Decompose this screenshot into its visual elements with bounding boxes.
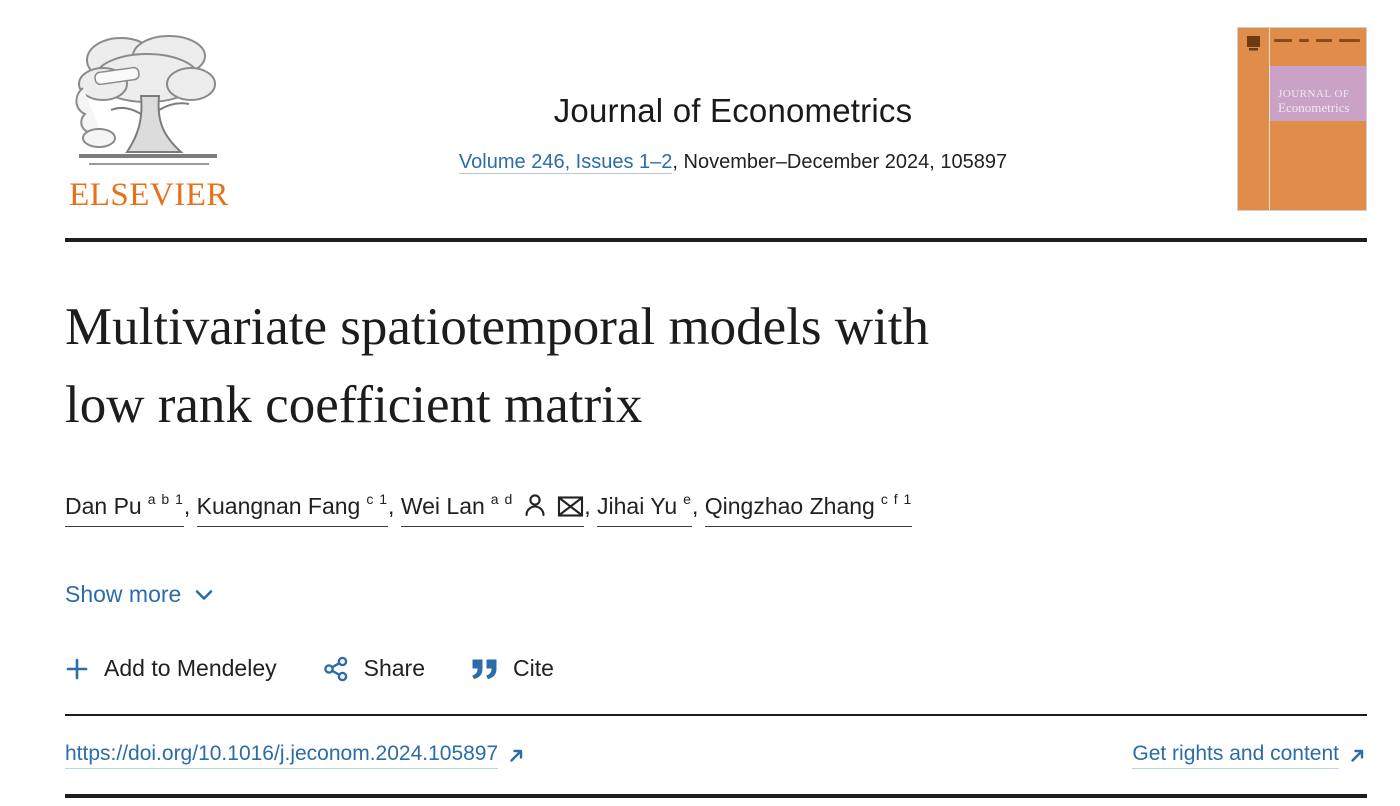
cover-issue-info bbox=[1274, 39, 1361, 42]
author-link[interactable]: Dan Pu a b 1 bbox=[65, 491, 184, 527]
get-rights-link[interactable]: Get rights and content bbox=[1132, 742, 1367, 769]
author-link[interactable]: Jihai Yu e bbox=[597, 491, 692, 527]
doi-link[interactable]: https://doi.org/10.1016/j.jeconom.2024.1… bbox=[65, 742, 526, 769]
cover-divider-line bbox=[1269, 28, 1270, 210]
author-name: Qingzhao Zhang bbox=[704, 493, 875, 519]
author-affiliation-sup: c 1 bbox=[366, 491, 389, 507]
show-more-label: Show more bbox=[65, 581, 182, 607]
authors-row: Dan Pu a b 1, Kuangnan Fang c 1, Wei Lan a … bbox=[65, 491, 913, 527]
elsevier-tree-icon bbox=[75, 35, 217, 165]
cite-quote-icon bbox=[472, 659, 497, 679]
author-affiliation-sup: e bbox=[683, 491, 692, 507]
cite-button[interactable]: Cite bbox=[471, 655, 554, 682]
author-link[interactable]: Qingzhao Zhang c f 1 bbox=[704, 491, 913, 527]
footer-top-rule bbox=[65, 714, 1367, 716]
add-to-mendeley-button[interactable]: Add to Mendeley bbox=[65, 655, 277, 682]
issue-suffix-text: , November–December 2024, 105897 bbox=[672, 151, 1008, 173]
author-name: Dan Pu bbox=[65, 493, 142, 519]
journal-issue-line: Volume 246, Issues 1–2, November–Decembe… bbox=[458, 151, 1008, 174]
author-affiliation-sup: c f 1 bbox=[880, 491, 913, 507]
author-link[interactable]: Kuangnan Fang c 1 bbox=[196, 491, 389, 527]
doi-link-text: https://doi.org/10.1016/j.jeconom.2024.1… bbox=[65, 742, 499, 769]
author-affiliation-sup: a b 1 bbox=[147, 491, 184, 507]
author-affiliation-sup: a d bbox=[490, 491, 514, 507]
article-title: Multivariate spatiotemporal models with … bbox=[65, 298, 930, 434]
author-separator: , bbox=[691, 493, 705, 519]
top-divider-rule bbox=[65, 238, 1367, 242]
email-author-icon[interactable] bbox=[557, 495, 584, 518]
elsevier-logo[interactable]: ELSEVIER bbox=[65, 26, 233, 214]
footer-links-row: https://doi.org/10.1016/j.jeconom.2024.1… bbox=[65, 742, 1367, 769]
journal-cover-thumbnail[interactable]: JOURNAL OF Econometrics bbox=[1237, 27, 1367, 211]
external-link-icon bbox=[510, 749, 523, 762]
author-name: Kuangnan Fang bbox=[196, 493, 361, 519]
author-name: Jihai Yu bbox=[597, 493, 678, 519]
cite-label: Cite bbox=[513, 655, 554, 681]
chevron-down-icon bbox=[196, 589, 213, 600]
share-icon bbox=[323, 656, 347, 681]
share-button[interactable]: Share bbox=[323, 655, 425, 682]
add-to-mendeley-label: Add to Mendeley bbox=[104, 655, 277, 681]
share-label: Share bbox=[363, 655, 425, 681]
elsevier-wordmark: ELSEVIER bbox=[69, 177, 229, 213]
author-separator: , bbox=[388, 493, 401, 519]
article-actions: Add to Mendeley Share Cite bbox=[65, 655, 554, 682]
cover-publisher-mark-icon bbox=[1247, 36, 1260, 51]
plus-icon bbox=[66, 658, 88, 679]
volume-issue-link[interactable]: Volume 246, Issues 1–2 bbox=[458, 151, 673, 174]
cover-masthead-line1: JOURNAL OF bbox=[1278, 88, 1350, 100]
journal-header: Journal of Econometrics Volume 246, Issu… bbox=[458, 92, 1008, 174]
author-separator: , bbox=[183, 493, 197, 519]
footer-bottom-rule bbox=[65, 794, 1367, 798]
author-profile-icon[interactable] bbox=[522, 492, 548, 518]
cover-masthead: JOURNAL OF Econometrics bbox=[1270, 66, 1366, 121]
journal-title: Journal of Econometrics bbox=[553, 92, 913, 129]
external-link-icon bbox=[1351, 749, 1364, 762]
author-name: Wei Lan bbox=[400, 493, 485, 519]
cover-masthead-line2: Econometrics bbox=[1278, 100, 1350, 115]
get-rights-text: Get rights and content bbox=[1132, 742, 1339, 769]
author-separator: , bbox=[584, 493, 598, 519]
author-link[interactable]: Wei Lan a d bbox=[400, 491, 585, 527]
show-more-button[interactable]: Show more bbox=[65, 581, 215, 608]
